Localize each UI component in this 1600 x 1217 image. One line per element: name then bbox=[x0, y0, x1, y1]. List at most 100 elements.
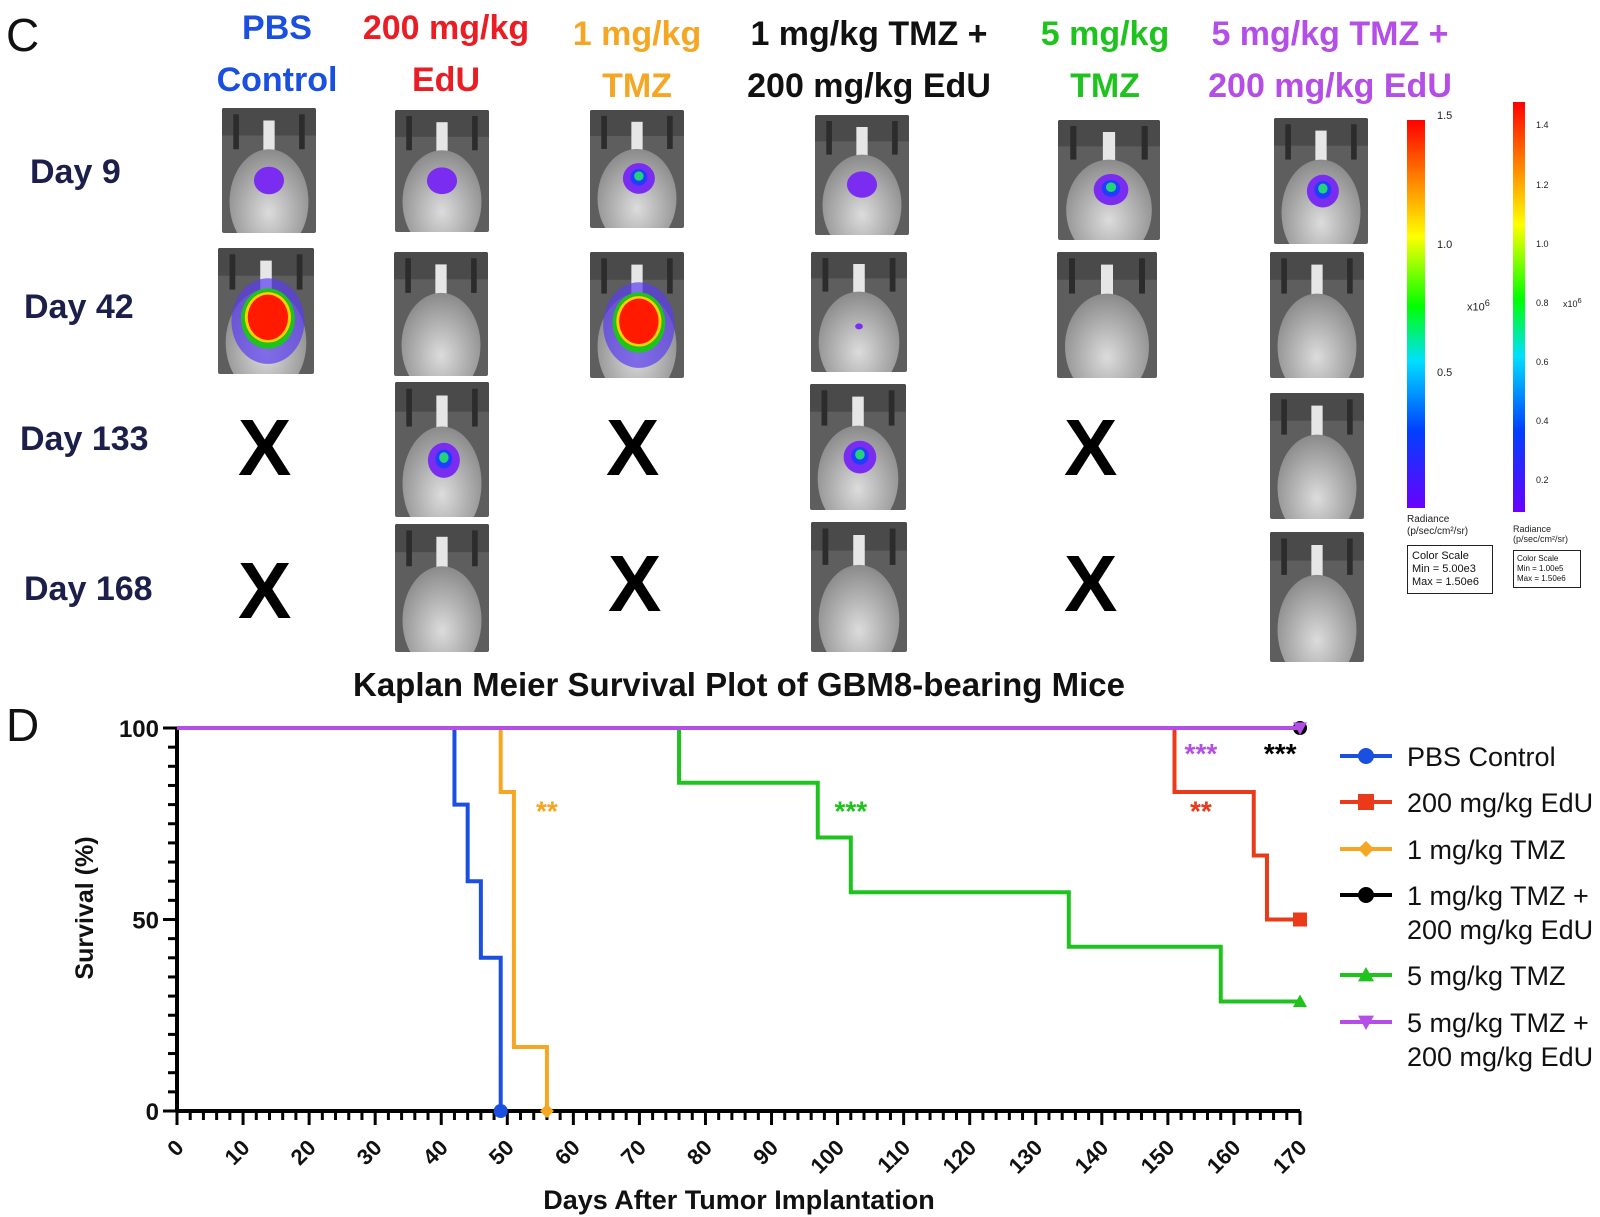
series-line bbox=[177, 726, 503, 1111]
colorbar-right-radiance: Radiance (p/sec/cm²/sr) bbox=[1513, 524, 1568, 544]
group-header-tmz1-edu: 1 mg/kg TMZ + 200 mg/kg EdU bbox=[719, 8, 1019, 112]
series-end-marker bbox=[1293, 722, 1307, 735]
x-tick-label: 60 bbox=[550, 1135, 585, 1170]
panel-c-letter: C bbox=[6, 9, 40, 61]
significance-annotation: *** bbox=[1185, 738, 1218, 769]
y-tick-label: 0 bbox=[146, 1099, 159, 1126]
day-label-168: Day 168 bbox=[24, 570, 153, 608]
x-tick-label: 50 bbox=[484, 1135, 519, 1170]
x-tick-label: 30 bbox=[352, 1135, 387, 1170]
radiance-units: (p/sec/cm²/sr) bbox=[1513, 534, 1568, 544]
colorbar-right-tick: 0.6 bbox=[1536, 357, 1549, 367]
group-header-edu: 200 mg/kg EdU bbox=[316, 2, 576, 106]
group-header-line2: TMZ bbox=[1070, 67, 1140, 105]
dead-marker: X bbox=[606, 403, 660, 492]
mouse-bioluminescence-image bbox=[394, 252, 488, 376]
radiance-label: Radiance bbox=[1407, 514, 1450, 525]
legend-label: 5 mg/kg TMZ + bbox=[1407, 1008, 1589, 1038]
legend-swatch-marker bbox=[1358, 794, 1374, 810]
group-header-line1: 1 mg/kg bbox=[572, 15, 702, 53]
radiance-label: Radiance bbox=[1513, 524, 1552, 534]
group-header-line1: 200 mg/kg bbox=[362, 9, 530, 47]
x-tick-label: 20 bbox=[286, 1135, 321, 1170]
x-tick-label: 170 bbox=[1268, 1135, 1312, 1179]
series-end-marker bbox=[1293, 994, 1307, 1008]
x-tick-label: 140 bbox=[1070, 1135, 1114, 1179]
colorbar-right-tick: 0.2 bbox=[1536, 475, 1549, 485]
legend-label: 200 mg/kg EdU bbox=[1407, 915, 1593, 945]
series-line bbox=[177, 726, 1300, 1004]
group-header-tmz5: 5 mg/kg TMZ bbox=[975, 8, 1235, 112]
series-end-marker bbox=[493, 1104, 508, 1118]
color-scale-title: Color Scale bbox=[1412, 550, 1469, 562]
x-tick-label: 90 bbox=[748, 1135, 783, 1170]
dead-marker: X bbox=[608, 539, 662, 628]
x-tick-label: 110 bbox=[872, 1135, 915, 1178]
legend-label: 1 mg/kg TMZ bbox=[1407, 835, 1566, 865]
mouse-bioluminescence-image bbox=[1270, 393, 1364, 519]
series-line bbox=[177, 726, 1300, 922]
chart-title: Kaplan Meier Survival Plot of GBM8-beari… bbox=[353, 666, 1125, 703]
series-end-marker bbox=[539, 1104, 554, 1118]
colorbar-left bbox=[1407, 120, 1425, 508]
group-header-line1: PBS bbox=[242, 9, 312, 47]
group-header-tmz1: 1 mg/kg TMZ bbox=[507, 8, 767, 112]
mouse-bioluminescence-image bbox=[218, 248, 314, 374]
mouse-bioluminescence-image bbox=[1057, 252, 1157, 378]
mouse-bioluminescence-image bbox=[395, 110, 489, 232]
colorbar-right-tick: 1.4 bbox=[1536, 120, 1549, 130]
legend-label: 200 mg/kg EdU bbox=[1407, 1042, 1593, 1072]
x-tick-label: 80 bbox=[682, 1135, 717, 1170]
legend-swatch-marker bbox=[1358, 967, 1374, 982]
group-header-pbs: PBS Control bbox=[147, 2, 407, 106]
x-tick-label: 0 bbox=[162, 1135, 188, 1161]
group-header-line2: EdU bbox=[412, 61, 480, 99]
color-scale-min: Min = 1.00e5 bbox=[1517, 564, 1564, 573]
significance-annotation: ** bbox=[1190, 795, 1212, 826]
exponent-base: x10 bbox=[1563, 299, 1578, 309]
colorbar-left-exponent: x106 bbox=[1467, 298, 1490, 314]
dead-marker: X bbox=[238, 403, 292, 492]
exponent-base: x10 bbox=[1467, 301, 1485, 314]
mouse-bioluminescence-image bbox=[811, 252, 907, 372]
x-tick-label: 70 bbox=[616, 1135, 651, 1170]
color-scale-max: Max = 1.50e6 bbox=[1412, 576, 1479, 588]
x-tick-label: 100 bbox=[805, 1135, 849, 1179]
mouse-bioluminescence-image bbox=[1270, 252, 1364, 378]
series-line bbox=[177, 726, 549, 1111]
group-header-tmz5-edu: 5 mg/kg TMZ + 200 mg/kg EdU bbox=[1180, 8, 1480, 112]
mouse-bioluminescence-image bbox=[1270, 532, 1364, 662]
mouse-bioluminescence-image bbox=[590, 252, 684, 378]
x-tick-label: 150 bbox=[1136, 1135, 1180, 1179]
colorbar-right-tick: 1.0 bbox=[1536, 239, 1549, 249]
colorbar-left-tick: 1.0 bbox=[1437, 239, 1453, 251]
legend-label: 200 mg/kg EdU bbox=[1407, 788, 1593, 818]
dead-marker: X bbox=[238, 546, 292, 635]
x-axis-label: Days After Tumor Implantation bbox=[543, 1185, 935, 1215]
dead-marker: X bbox=[1064, 403, 1118, 492]
legend-swatch-marker bbox=[1358, 1015, 1374, 1030]
group-header-line2: TMZ bbox=[602, 67, 672, 105]
group-header-line1: 5 mg/kg TMZ + bbox=[1211, 15, 1449, 53]
mouse-bioluminescence-image bbox=[810, 384, 906, 510]
significance-annotation: ** bbox=[536, 795, 558, 826]
radiance-units: (p/sec/cm²/sr) bbox=[1407, 526, 1469, 537]
color-scale-max: Max = 1.50e6 bbox=[1517, 574, 1566, 583]
color-scale-title: Color Scale bbox=[1517, 554, 1559, 563]
colorbar-right-tick: 1.2 bbox=[1536, 180, 1549, 190]
mouse-bioluminescence-image bbox=[222, 108, 316, 233]
colorbar-right bbox=[1513, 102, 1525, 512]
day-label-42: Day 42 bbox=[24, 288, 134, 326]
x-tick-label: 160 bbox=[1202, 1135, 1246, 1179]
mouse-bioluminescence-image bbox=[1058, 120, 1160, 240]
mouse-bioluminescence-image bbox=[590, 110, 684, 228]
x-tick-label: 40 bbox=[418, 1135, 453, 1170]
colorbar-left-tick: 0.5 bbox=[1437, 367, 1453, 379]
exponent-power: 6 bbox=[1484, 298, 1490, 308]
colorbar-right-tick: 0.4 bbox=[1536, 416, 1549, 426]
x-tick-label: 130 bbox=[1004, 1135, 1048, 1179]
mouse-bioluminescence-image bbox=[395, 524, 489, 652]
y-axis-label: Survival (%) bbox=[71, 836, 99, 979]
colorbar-right-exponent: x106 bbox=[1563, 296, 1582, 309]
